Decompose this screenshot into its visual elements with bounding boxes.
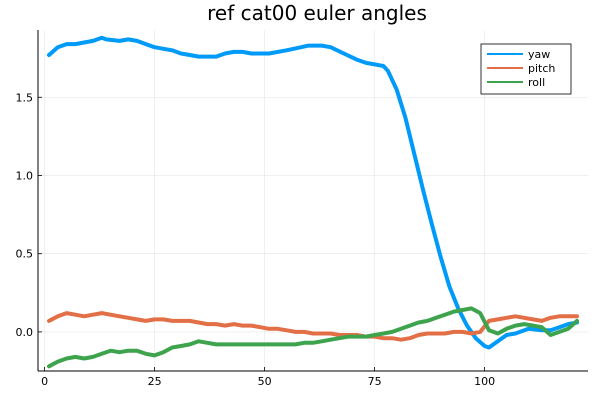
- x-tick-label: 25: [148, 375, 162, 388]
- legend-label-yaw: yaw: [528, 48, 550, 61]
- legend: yaw pitch roll: [480, 43, 572, 95]
- series-line-roll: [47, 306, 579, 369]
- x-tick-label: 0: [41, 375, 48, 388]
- plot-area: [47, 35, 579, 369]
- series-line-yaw: [47, 35, 579, 350]
- x-tick-label: 75: [368, 375, 382, 388]
- axes: 0 25 50 75 100 0.0 0.5 1.0 1.5: [16, 30, 588, 388]
- x-tick-label: 100: [474, 375, 495, 388]
- legend-label-roll: roll: [528, 76, 545, 89]
- legend-label-pitch: pitch: [528, 62, 555, 75]
- x-tick-label: 50: [258, 375, 272, 388]
- y-tick-label: 0.0: [16, 326, 34, 339]
- series-line-pitch: [47, 311, 579, 342]
- y-tick-label: 1.0: [16, 169, 34, 182]
- chart-title: ref cat00 euler angles: [207, 1, 427, 25]
- y-tick-label: 1.5: [16, 91, 34, 104]
- y-tick-label: 0.5: [16, 248, 34, 261]
